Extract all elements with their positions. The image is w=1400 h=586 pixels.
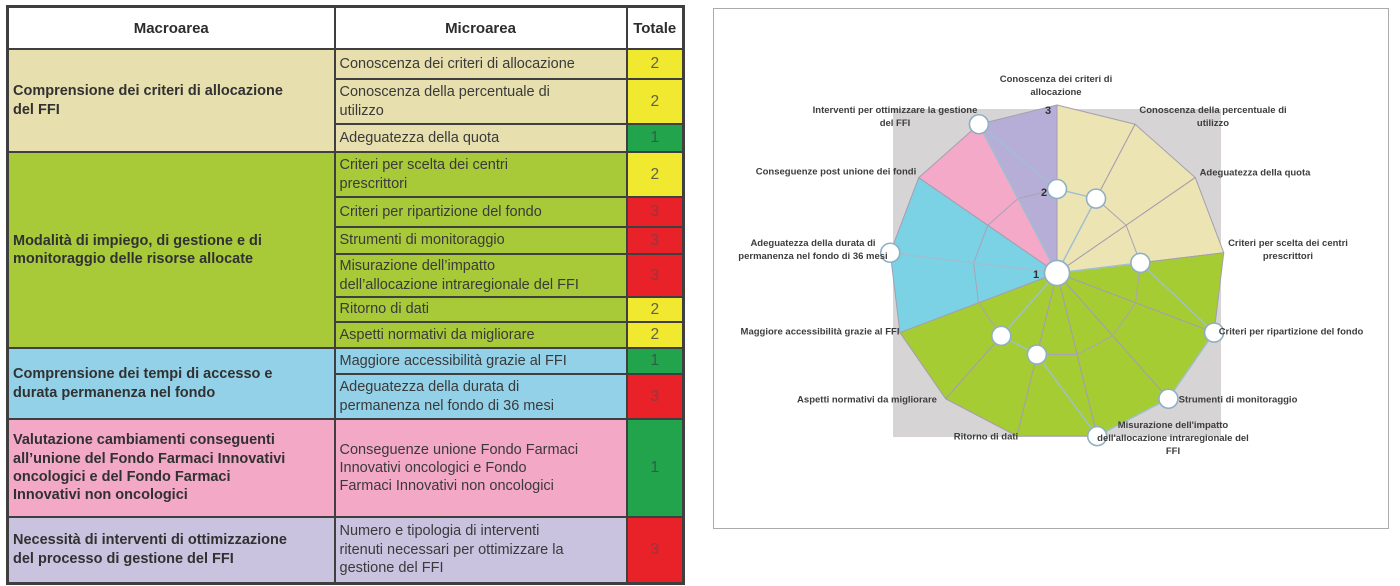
- table-row: Ritorno di dati 2: [8, 296, 685, 323]
- totale-score-cell: 2: [625, 78, 685, 125]
- totale-score-cell: 3: [625, 373, 685, 420]
- axis-label: Conoscenza dei criteri di allocazione: [999, 74, 1113, 98]
- microarea-cell: Numero e tipologia di interventi ritenut…: [333, 516, 628, 584]
- axis-label: Maggiore accessibilità grazie al FFI: [740, 326, 900, 338]
- totale-score-cell: 2: [625, 151, 685, 198]
- table-row: Misurazione dell’impatto dell’allocazion…: [8, 253, 685, 298]
- microarea-cell: Criteri per scelta dei centri prescritto…: [333, 151, 628, 198]
- microarea-cell: Ritorno di dati: [333, 296, 628, 323]
- totale-score-cell: 1: [625, 123, 685, 153]
- totale-score-cell: 2: [625, 296, 685, 323]
- totale-score-cell: 3: [625, 516, 685, 584]
- table-row: Adeguatezza della durata di permanenza n…: [8, 373, 685, 420]
- data-point-marker: [1203, 322, 1225, 343]
- table-row: Aspetti normativi da migliorare 2: [8, 321, 685, 349]
- table-row: Comprensione dei tempi di accesso e dura…: [6, 347, 685, 420]
- table-row: Modalità di impiego, di gestione e di mo…: [6, 151, 685, 349]
- microarea-cell: Adeguatezza della quota: [333, 123, 628, 153]
- table-row: Criteri per ripartizione del fondo 3: [8, 196, 685, 228]
- totale-score-cell: 3: [625, 196, 685, 228]
- data-point-marker: [1158, 388, 1179, 410]
- macroarea-cell: Comprensione dei tempi di accesso e dura…: [6, 347, 336, 420]
- microarea-cell: Maggiore accessibilità grazie al FFI: [333, 347, 628, 375]
- radial-tick-label: 2: [1041, 187, 1047, 199]
- totale-series-line: [890, 123, 1215, 438]
- axis-label: Strumenti di monitoraggio: [1178, 394, 1298, 406]
- table-row: Adeguatezza della quota 1: [8, 123, 685, 153]
- column-header-totale: Totale: [625, 5, 685, 50]
- radar-chart-panel: 1 2 3 Conoscenza dei criteri di allocazion…: [713, 8, 1389, 529]
- data-point-marker: [968, 113, 990, 135]
- macroarea-cell: Modalità di impiego, di gestione e di mo…: [6, 151, 336, 349]
- microarea-cell: Conseguenze unione Fondo Farmaci Innovat…: [333, 418, 628, 518]
- data-point-marker: [1026, 344, 1048, 365]
- totale-score-cell: 1: [625, 418, 685, 518]
- data-point-marker: [990, 325, 1012, 347]
- microarea-cell: Aspetti normativi da migliorare: [333, 321, 628, 349]
- data-point-marker: [1130, 252, 1151, 274]
- data-point-marker: [879, 242, 901, 264]
- macroarea-cell: Valutazione cambiamenti conseguenti all’…: [6, 418, 336, 518]
- table-header-row: Macroarea Microarea Totale: [6, 5, 685, 50]
- column-header-macroarea: Macroarea: [6, 5, 336, 50]
- axis-label: Conseguenze post unione dei fondi: [755, 166, 917, 178]
- macroarea-cell: Necessità di interventi di ottimizzazion…: [6, 516, 336, 584]
- radar-chart: 1 2 3: [879, 104, 1225, 447]
- microarea-cell: Adeguatezza della durata di permanenza n…: [333, 373, 628, 420]
- axis-label: Interventi per ottimizzare la gestione d…: [812, 105, 978, 129]
- totale-score-cell: 2: [625, 321, 685, 349]
- axis-label: Aspetti normativi da migliorare: [797, 394, 937, 406]
- microarea-cell: Strumenti di monitoraggio: [333, 226, 628, 255]
- axis-label: Conoscenza della percentuale di utilizzo: [1139, 105, 1287, 129]
- table-row: Comprensione dei criteri di allocazione …: [6, 48, 685, 153]
- microarea-cell: Criteri per ripartizione del fondo: [333, 196, 628, 228]
- macroarea-cell: Comprensione dei criteri di allocazione …: [6, 48, 336, 153]
- data-point-marker: [1046, 178, 1068, 200]
- axis-label: Criteri per scelta dei centri prescritto…: [1228, 238, 1348, 262]
- table-row: Valutazione cambiamenti conseguenti all’…: [6, 418, 685, 518]
- microarea-cell: Conoscenza dei criteri di allocazione: [333, 48, 628, 80]
- scores-table: Macroarea Microarea Totale Comprensione …: [6, 5, 685, 585]
- gridline-polygon: [973, 188, 1141, 356]
- column-header-microarea: Microarea: [333, 5, 628, 50]
- axis-label: Misurazione dell'impatto dell'allocazion…: [1097, 419, 1249, 457]
- totale-score-cell: 2: [625, 48, 685, 80]
- totale-score-cell: 1: [625, 347, 685, 375]
- axis-label: Ritorno di dati: [953, 431, 1019, 443]
- axis-label: Adeguatezza della quota: [1199, 167, 1311, 179]
- axis-label: Criteri per ripartizione del fondo: [1218, 326, 1364, 338]
- totale-score-cell: 3: [625, 253, 685, 298]
- data-point-marker: [1086, 425, 1108, 447]
- microarea-cell: Misurazione dell’impatto dell’allocazion…: [333, 253, 628, 298]
- axis-label: Adeguatezza della durata di permanenza n…: [738, 238, 888, 262]
- table-row: Strumenti di monitoraggio 3: [8, 226, 685, 255]
- table-row: Conoscenza della percentuale di utilizzo…: [8, 78, 685, 125]
- microarea-cell: Conoscenza della percentuale di utilizzo: [333, 78, 628, 125]
- radial-tick-label: 1: [1033, 269, 1039, 281]
- totale-score-cell: 3: [625, 226, 685, 255]
- data-point-marker: [1085, 188, 1107, 209]
- radial-tick-label: 3: [1045, 105, 1051, 117]
- table-row: Necessità di interventi di ottimizzazion…: [6, 516, 685, 584]
- data-point-marker: [1043, 259, 1071, 287]
